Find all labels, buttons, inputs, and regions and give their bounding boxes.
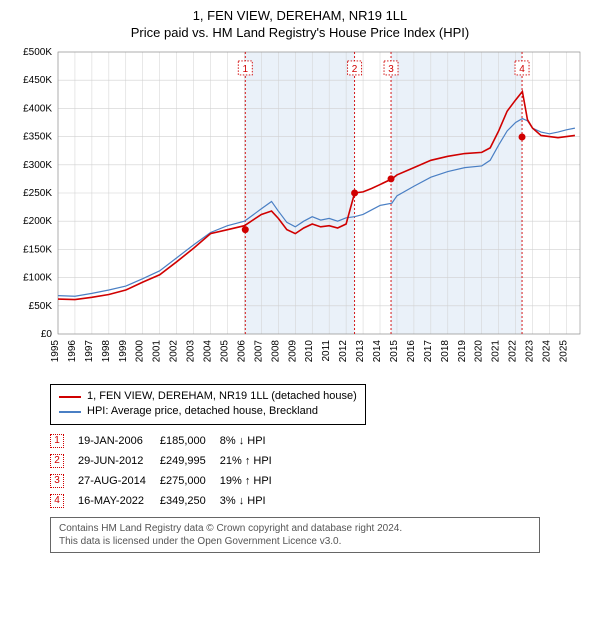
legend-row: HPI: Average price, detached house, Brec… (59, 404, 357, 419)
sale-date: 16-MAY-2022 (78, 491, 160, 511)
svg-text:1998: 1998 (101, 340, 112, 363)
sale-date: 19-JAN-2006 (78, 431, 160, 451)
svg-text:2005: 2005 (219, 340, 230, 363)
attribution-line: This data is licensed under the Open Gov… (59, 535, 531, 548)
sale-price: £349,250 (160, 491, 220, 511)
svg-text:£50K: £50K (29, 301, 53, 312)
legend-label: HPI: Average price, detached house, Brec… (87, 404, 318, 419)
sale-date: 29-JUN-2012 (78, 451, 160, 471)
svg-text:£250K: £250K (23, 188, 52, 199)
svg-text:2015: 2015 (389, 340, 400, 363)
svg-text:3: 3 (388, 64, 394, 75)
sales-row: 4 16-MAY-2022£349,2503% ↓ HPI (50, 491, 286, 511)
svg-text:£300K: £300K (23, 160, 52, 171)
svg-text:1999: 1999 (118, 340, 129, 363)
svg-text:2009: 2009 (287, 340, 298, 363)
svg-text:2022: 2022 (508, 340, 519, 363)
svg-text:2008: 2008 (270, 340, 281, 363)
svg-text:1997: 1997 (84, 340, 95, 363)
chart-area: £0 £50K £100K £150K £200K £250K £300K £350K £400… (10, 46, 590, 376)
svg-text:2013: 2013 (355, 340, 366, 363)
svg-text:2006: 2006 (236, 340, 247, 363)
marker-ref-icon: 2 (50, 454, 64, 468)
attribution-line: Contains HM Land Registry data © Crown c… (59, 522, 531, 535)
chart-container: 1, FEN VIEW, DEREHAM, NR19 1LL Price pai… (0, 0, 600, 563)
sale-delta: 19% ↑ HPI (220, 471, 286, 491)
marker-ref-icon: 1 (50, 434, 64, 448)
svg-text:1: 1 (242, 64, 248, 75)
sales-row: 2 29-JUN-2012£249,99521% ↑ HPI (50, 451, 286, 471)
svg-text:£0: £0 (41, 329, 53, 340)
sale-delta: 8% ↓ HPI (220, 431, 286, 451)
svg-text:2011: 2011 (321, 340, 332, 362)
svg-text:£450K: £450K (23, 75, 52, 86)
svg-text:£200K: £200K (23, 216, 52, 227)
svg-text:2003: 2003 (186, 340, 197, 363)
svg-text:2020: 2020 (474, 340, 485, 363)
sales-row: 3 27-AUG-2014£275,00019% ↑ HPI (50, 471, 286, 491)
svg-text:£350K: £350K (23, 132, 52, 143)
svg-text:2012: 2012 (338, 340, 349, 363)
svg-text:£400K: £400K (23, 103, 52, 114)
svg-text:2024: 2024 (541, 340, 552, 363)
svg-text:2001: 2001 (152, 340, 163, 363)
title-line-1: 1, FEN VIEW, DEREHAM, NR19 1LL (10, 8, 590, 23)
sale-delta: 21% ↑ HPI (220, 451, 286, 471)
svg-text:2023: 2023 (525, 340, 536, 363)
svg-text:2010: 2010 (304, 340, 315, 363)
svg-text:2019: 2019 (457, 340, 468, 363)
svg-text:£100K: £100K (23, 273, 52, 284)
svg-text:2002: 2002 (169, 340, 180, 363)
sale-price: £249,995 (160, 451, 220, 471)
svg-text:2014: 2014 (372, 340, 383, 363)
sale-price: £275,000 (160, 471, 220, 491)
legend-label: 1, FEN VIEW, DEREHAM, NR19 1LL (detached… (87, 389, 357, 404)
sale-price: £185,000 (160, 431, 220, 451)
marker-ref-icon: 3 (50, 474, 64, 488)
svg-text:2016: 2016 (406, 340, 417, 363)
title-line-2: Price paid vs. HM Land Registry's House … (10, 25, 590, 40)
attribution: Contains HM Land Registry data © Crown c… (50, 517, 540, 553)
sale-date: 27-AUG-2014 (78, 471, 160, 491)
legend: 1, FEN VIEW, DEREHAM, NR19 1LL (detached… (50, 384, 366, 425)
svg-text:£500K: £500K (23, 47, 52, 58)
svg-text:2: 2 (352, 64, 358, 75)
svg-text:4: 4 (519, 64, 525, 75)
svg-text:2007: 2007 (253, 340, 264, 363)
sales-row: 1 19-JAN-2006£185,0008% ↓ HPI (50, 431, 286, 451)
legend-row: 1, FEN VIEW, DEREHAM, NR19 1LL (detached… (59, 389, 357, 404)
svg-text:1995: 1995 (50, 340, 61, 363)
svg-text:2004: 2004 (203, 340, 214, 363)
sales-table: 1 19-JAN-2006£185,0008% ↓ HPI 2 29-JUN-2012… (50, 431, 286, 511)
svg-text:2018: 2018 (440, 340, 451, 363)
legend-swatch (59, 396, 81, 398)
sale-delta: 3% ↓ HPI (220, 491, 286, 511)
svg-text:2025: 2025 (558, 340, 569, 363)
svg-text:2021: 2021 (491, 340, 502, 363)
marker-ref-icon: 4 (50, 494, 64, 508)
svg-text:1996: 1996 (67, 340, 78, 363)
chart-svg: £0 £50K £100K £150K £200K £250K £300K £350K £400… (10, 46, 590, 376)
svg-text:£150K: £150K (23, 244, 52, 255)
legend-swatch (59, 411, 81, 413)
svg-text:2017: 2017 (423, 340, 434, 363)
svg-text:2000: 2000 (135, 340, 146, 363)
